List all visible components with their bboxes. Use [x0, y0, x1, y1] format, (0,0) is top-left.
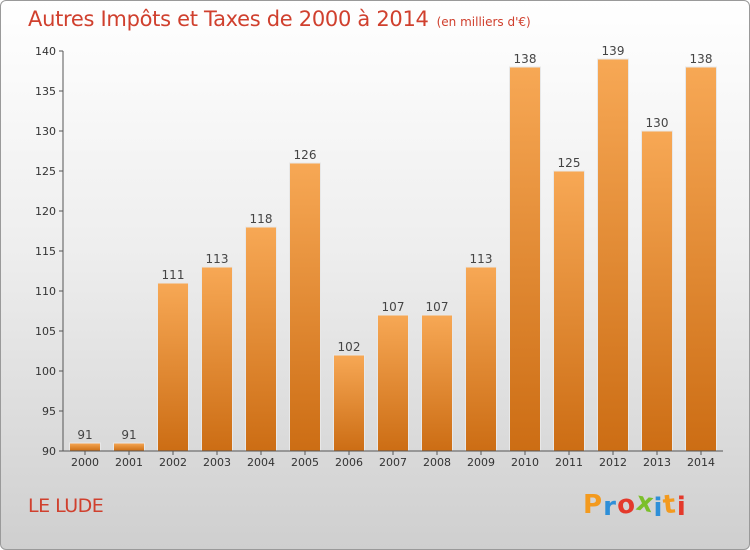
bar-2003: [201, 266, 233, 452]
data-label-2008: 107: [426, 300, 449, 314]
bar-2011: [553, 170, 585, 452]
data-label-2009: 113: [470, 252, 493, 266]
logo-letter: i: [653, 493, 664, 523]
data-label-2013: 130: [646, 116, 669, 130]
x-tick-label: 2000: [71, 456, 99, 469]
data-label-2006: 102: [338, 340, 361, 354]
chart-subtitle: (en milliers d'€): [436, 15, 531, 29]
x-tick-label: 2003: [203, 456, 231, 469]
y-tick-label: 120: [35, 205, 56, 218]
x-tick-label: 2012: [599, 456, 627, 469]
y-tick-label: 140: [35, 45, 56, 58]
bar-2013: [641, 130, 673, 452]
data-label-2002: 111: [162, 268, 185, 282]
x-tick-label: 2010: [511, 456, 539, 469]
x-tick-label: 2004: [247, 456, 275, 469]
x-tick-label: 2001: [115, 456, 143, 469]
y-tick-label: 110: [35, 285, 56, 298]
data-label-2007: 107: [382, 300, 405, 314]
y-tick-label: 95: [42, 405, 56, 418]
x-tick-label: 2011: [555, 456, 583, 469]
axes: 2000 2001 2002 2003 2004 2005 2006 2007 2008 2009…: [35, 45, 723, 469]
y-tick-label: 135: [35, 85, 56, 98]
y-tick-label: 100: [35, 365, 56, 378]
y-tick-label: 115: [35, 245, 56, 258]
bar-2002: [157, 282, 189, 452]
data-label-2014: 138: [690, 52, 713, 66]
x-tick-label: 2006: [335, 456, 363, 469]
logo-letter: i: [676, 492, 687, 522]
x-tick-label: 2009: [467, 456, 495, 469]
bar-2004: [245, 226, 277, 452]
y-tick-label: 125: [35, 165, 56, 178]
bar-2006: [333, 354, 365, 452]
proxiti-logo: Proxiti: [583, 487, 687, 523]
y-tick-label: 130: [35, 125, 56, 138]
data-label-2012: 139: [602, 44, 625, 58]
bar-2005: [289, 162, 321, 452]
bar-2007: [377, 314, 409, 452]
bar-2001: [113, 442, 145, 452]
x-tick-label: 2007: [379, 456, 407, 469]
location-label: LE LUDE: [28, 495, 104, 517]
data-label-2010: 138: [514, 52, 537, 66]
bar-2014: [685, 66, 717, 452]
data-label-2001: 91: [121, 428, 136, 442]
bar-2010: [509, 66, 541, 452]
x-tick-label: 2014: [687, 456, 715, 469]
y-tick-label: 90: [42, 445, 56, 458]
y-tick-label: 105: [35, 325, 56, 338]
chart-title: Autres Impôts et Taxes de 2000 à 2014 (en…: [28, 7, 531, 31]
bar-chart: 91 91 111 113 118 126 102 107 107 113 138 125 139 130…: [35, 44, 723, 469]
x-tick-label: 2005: [291, 456, 319, 469]
data-label-2011: 125: [558, 156, 581, 170]
data-label-2000: 91: [77, 428, 92, 442]
logo-letter: P: [583, 490, 604, 520]
logo-letter: r: [603, 492, 617, 522]
bar-2009: [465, 266, 497, 452]
bar-2008: [421, 314, 453, 452]
chart-title-text: Autres Impôts et Taxes de 2000 à 2014: [28, 7, 429, 31]
x-tick-label: 2002: [159, 456, 187, 469]
data-label-2004: 118: [250, 212, 273, 226]
bar-series: 91 91 111 113 118 126 102 107 107 113 138 125 139 130…: [69, 44, 717, 452]
data-label-2003: 113: [206, 252, 229, 266]
data-label-2005: 126: [294, 148, 317, 162]
x-tick-label: 2008: [423, 456, 451, 469]
bar-2012: [597, 58, 629, 452]
x-tick-label: 2013: [643, 456, 671, 469]
bar-2000: [69, 442, 101, 452]
